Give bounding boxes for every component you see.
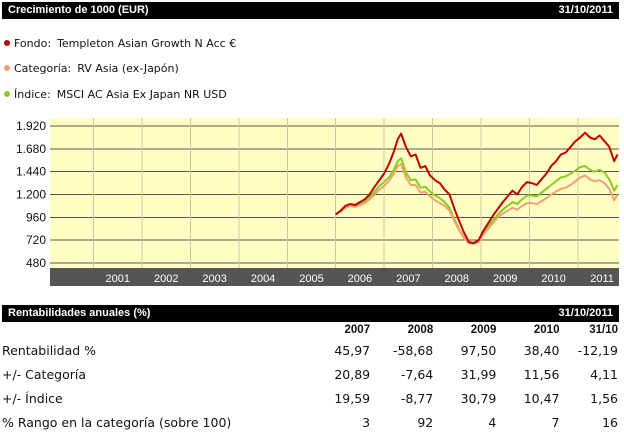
header-empty bbox=[0, 322, 299, 338]
chart-title-bar: Crecimiento de 1000 (EUR) 31/10/2011 bbox=[2, 2, 619, 19]
x-tick-label: 2007 bbox=[396, 273, 420, 285]
series-line-fondo bbox=[335, 131, 619, 244]
x-tick-label: 2001 bbox=[106, 273, 130, 285]
chart-date: 31/10/2011 bbox=[558, 4, 613, 16]
annual-returns-table: 2007 2008 2009 2010 31/10 Rentabilidad %… bbox=[0, 322, 622, 434]
table-cell: 31,99 bbox=[460, 366, 497, 382]
table-row: +/- Categoría 20,89 -7,64 31,99 11,56 4,11 bbox=[0, 362, 622, 386]
y-tick-label: 1.440 bbox=[16, 165, 46, 179]
x-axis-ticks: 2001 2002 2003 2004 2005 2006 2007 2008 2009 2010… bbox=[106, 273, 614, 285]
y-axis-ticks: 1.920 1.680 1.440 1.200 960 720 480 bbox=[16, 119, 46, 270]
legend-item-categoria: Categoría: RV Asia (ex-Japón) bbox=[4, 62, 179, 75]
table-cell: 4 bbox=[488, 414, 497, 430]
column-header: 31/10 bbox=[589, 324, 618, 336]
x-tick-label: 2002 bbox=[154, 273, 178, 285]
legend-item-indice: Índice: MSCI AC Asia Ex Japan NR USD bbox=[4, 88, 227, 101]
table-cell: 19,59 bbox=[334, 390, 371, 406]
x-tick-label: 2004 bbox=[251, 273, 275, 285]
y-tick-label: 1.200 bbox=[16, 188, 46, 202]
annual-returns-body: Rentabilidad % 45,97 -58,68 97,50 38,40 -12,1… bbox=[0, 338, 622, 434]
x-tick-label: 2006 bbox=[348, 273, 372, 285]
table-row: % Rango en la categoría (sobre 100) 3 92 4 7… bbox=[0, 410, 622, 434]
x-tick-label: 2008 bbox=[445, 273, 469, 285]
table-cell: 4,11 bbox=[590, 366, 618, 382]
x-tick-label: 2005 bbox=[299, 273, 323, 285]
table-cell: 45,97 bbox=[334, 342, 371, 358]
legend-key: Índice: bbox=[14, 88, 51, 101]
annual-returns-bar: Rentabilidades anuales (%) 31/10/2011 bbox=[2, 305, 619, 322]
y-tick-label: 1.680 bbox=[16, 142, 46, 156]
row-label: Rentabilidad % bbox=[2, 342, 97, 358]
annual-title: Rentabilidades anuales (%) bbox=[8, 307, 151, 319]
indice-dot-icon bbox=[4, 91, 10, 97]
x-tick-label: 2009 bbox=[493, 273, 517, 285]
table-cell: -8,77 bbox=[400, 390, 434, 406]
table-cell: 20,89 bbox=[334, 366, 371, 382]
legend-item-fondo: Fondo: Templeton Asian Growth N Acc € bbox=[4, 37, 236, 50]
x-axis-band bbox=[50, 268, 619, 286]
annual-date: 31/10/2011 bbox=[558, 307, 613, 319]
table-row: Rentabilidad % 45,97 -58,68 97,50 38,40 -12,1… bbox=[0, 338, 622, 362]
legend-key: Categoría: bbox=[14, 62, 72, 75]
row-label: % Rango en la categoría (sobre 100) bbox=[2, 414, 232, 430]
column-header: 2010 bbox=[533, 324, 560, 336]
column-header: 2008 bbox=[407, 324, 434, 336]
row-label: +/- Categoría bbox=[2, 366, 87, 382]
x-tick-label: 2003 bbox=[202, 273, 226, 285]
grid-lines bbox=[50, 118, 619, 268]
table-cell: 11,56 bbox=[523, 366, 560, 382]
table-cell: 3 bbox=[362, 414, 371, 430]
y-tick-label: 480 bbox=[26, 256, 46, 270]
table-cell: 97,50 bbox=[460, 342, 497, 358]
fondo-dot-icon bbox=[4, 40, 10, 46]
table-cell: 1,56 bbox=[590, 390, 618, 406]
table-cell: -7,64 bbox=[400, 366, 434, 382]
table-cell: 30,79 bbox=[460, 390, 497, 406]
table-row: +/- Índice 19,59 -8,77 30,79 10,47 1,56 bbox=[0, 386, 622, 410]
chart-title: Crecimiento de 1000 (EUR) bbox=[8, 4, 149, 16]
x-tick-label: 2010 bbox=[541, 273, 565, 285]
column-header: 2009 bbox=[470, 324, 497, 336]
series-lines bbox=[335, 131, 619, 245]
table-cell: 16 bbox=[602, 414, 618, 430]
y-tick-label: 1.920 bbox=[16, 119, 46, 133]
y-tick-label: 960 bbox=[26, 210, 46, 224]
legend-name: RV Asia (ex-Japón) bbox=[77, 62, 179, 75]
table-cell: 38,40 bbox=[523, 342, 560, 358]
legend-key: Fondo: bbox=[14, 37, 52, 50]
y-tick-label: 720 bbox=[26, 233, 46, 247]
row-label: +/- Índice bbox=[2, 390, 63, 406]
column-header: 2007 bbox=[344, 324, 371, 336]
plot-area bbox=[50, 118, 619, 268]
series-line-categoría bbox=[335, 163, 619, 245]
table-cell: -58,68 bbox=[392, 342, 434, 358]
categoria-dot-icon bbox=[4, 65, 10, 71]
table-cell: 10,47 bbox=[523, 390, 560, 406]
table-cell: 92 bbox=[417, 414, 434, 430]
table-cell: 7 bbox=[551, 414, 560, 430]
x-tick-label: 2011 bbox=[590, 273, 614, 285]
legend-name: Templeton Asian Growth N Acc € bbox=[57, 37, 237, 50]
legend-name: MSCI AC Asia Ex Japan NR USD bbox=[56, 88, 227, 101]
table-cell: -12,19 bbox=[577, 342, 618, 358]
table-header-row: 2007 2008 2009 2010 31/10 bbox=[0, 322, 622, 338]
